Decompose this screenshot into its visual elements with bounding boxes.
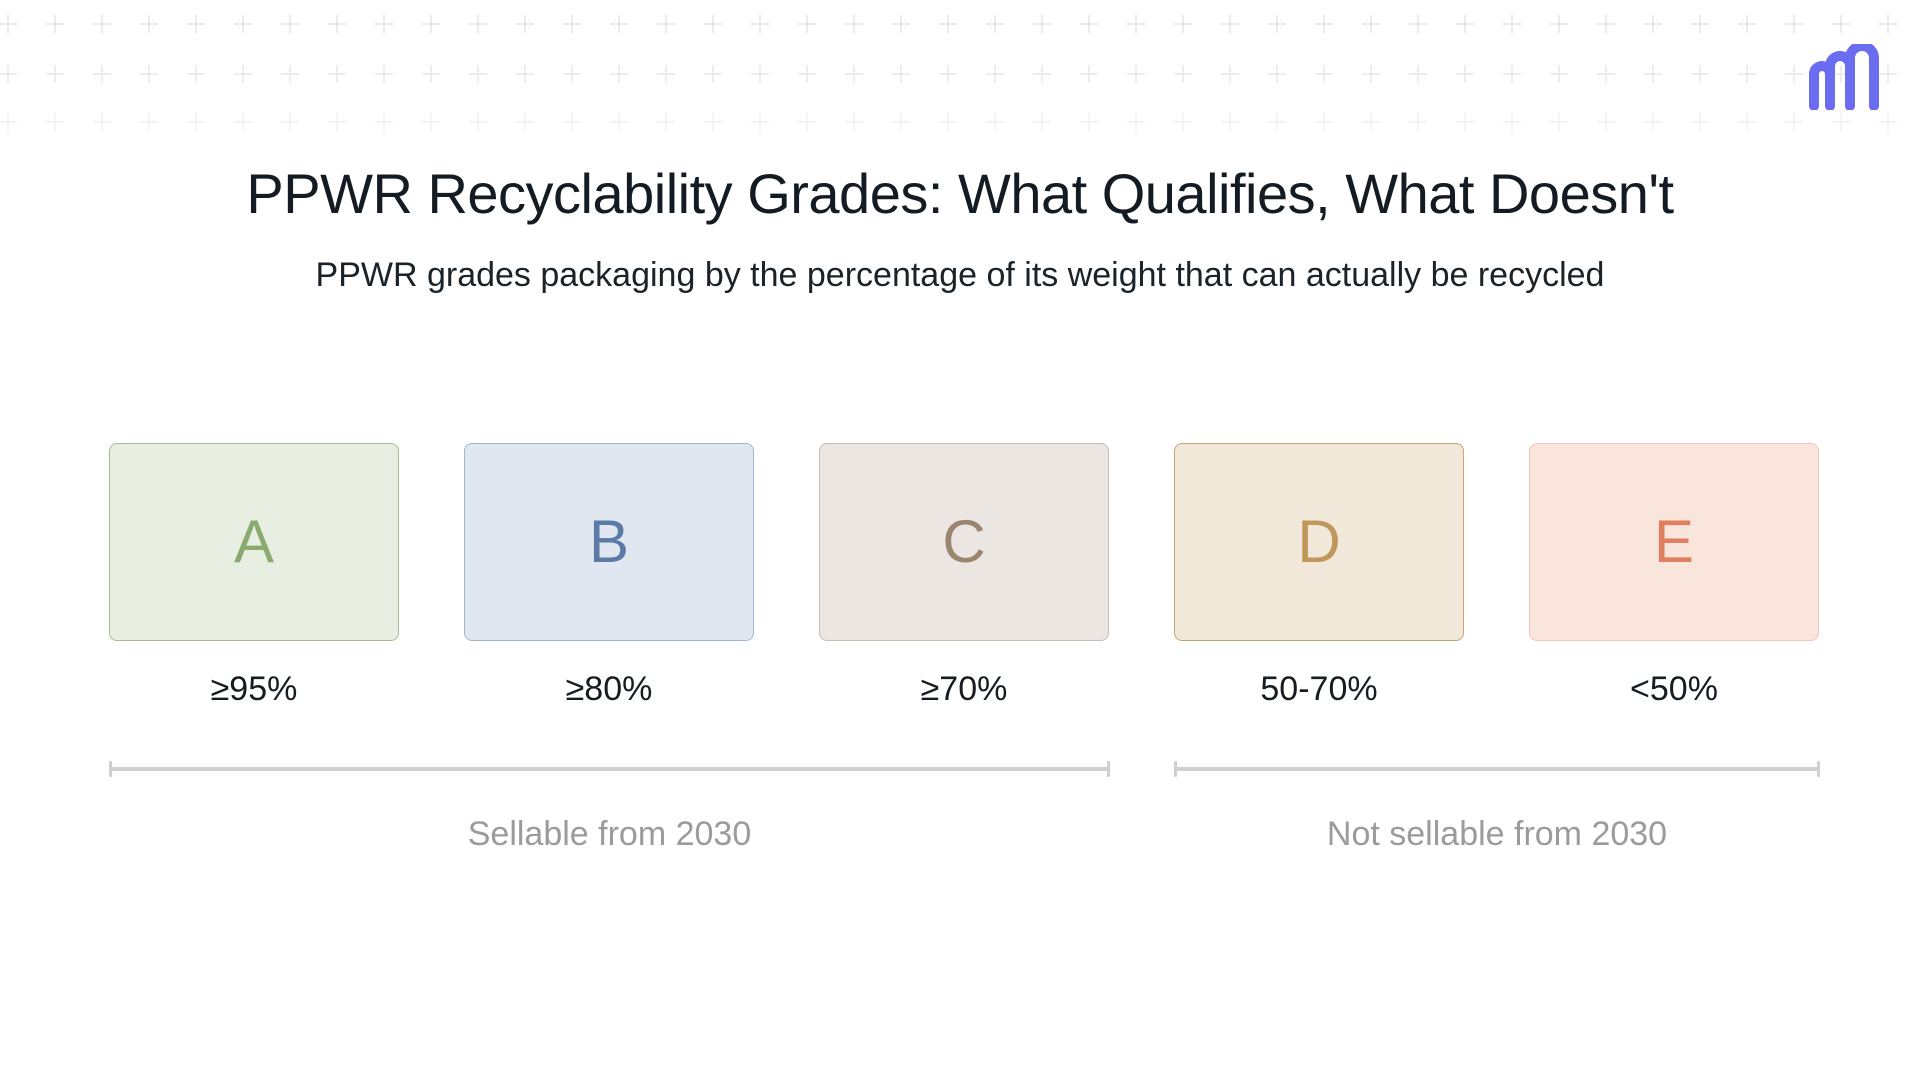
- grade-letter: E: [1653, 508, 1695, 575]
- grade-card-e: E: [1529, 443, 1819, 641]
- not-sellable-bracket: [1174, 761, 1820, 777]
- page-title: PPWR Recyclability Grades: What Qualifie…: [246, 162, 1674, 225]
- grade-letter: A: [233, 508, 275, 575]
- grade-threshold-d: 50-70%: [1260, 670, 1378, 708]
- grade-letter: C: [942, 508, 986, 575]
- brand-logo-icon: [1809, 44, 1879, 110]
- plus-grid-pattern: [0, 15, 1897, 131]
- grade-letter: D: [1297, 508, 1341, 575]
- grade-card-d: D: [1174, 443, 1464, 641]
- grade-threshold-b: ≥80%: [565, 670, 653, 708]
- grade-card-b: B: [464, 443, 754, 641]
- grade-letter: B: [588, 508, 630, 575]
- grade-card-a: A: [109, 443, 399, 641]
- sellable-bracket: [109, 761, 1110, 777]
- grade-threshold-e: <50%: [1630, 670, 1718, 708]
- grade-threshold-c: ≥70%: [920, 670, 1008, 708]
- grade-threshold-a: ≥95%: [210, 670, 298, 708]
- page-subtitle: PPWR grades packaging by the percentage …: [315, 256, 1605, 294]
- not-sellable-label: Not sellable from 2030: [1326, 815, 1668, 853]
- grade-card-c: C: [819, 443, 1109, 641]
- sellable-label: Sellable from 2030: [467, 815, 752, 853]
